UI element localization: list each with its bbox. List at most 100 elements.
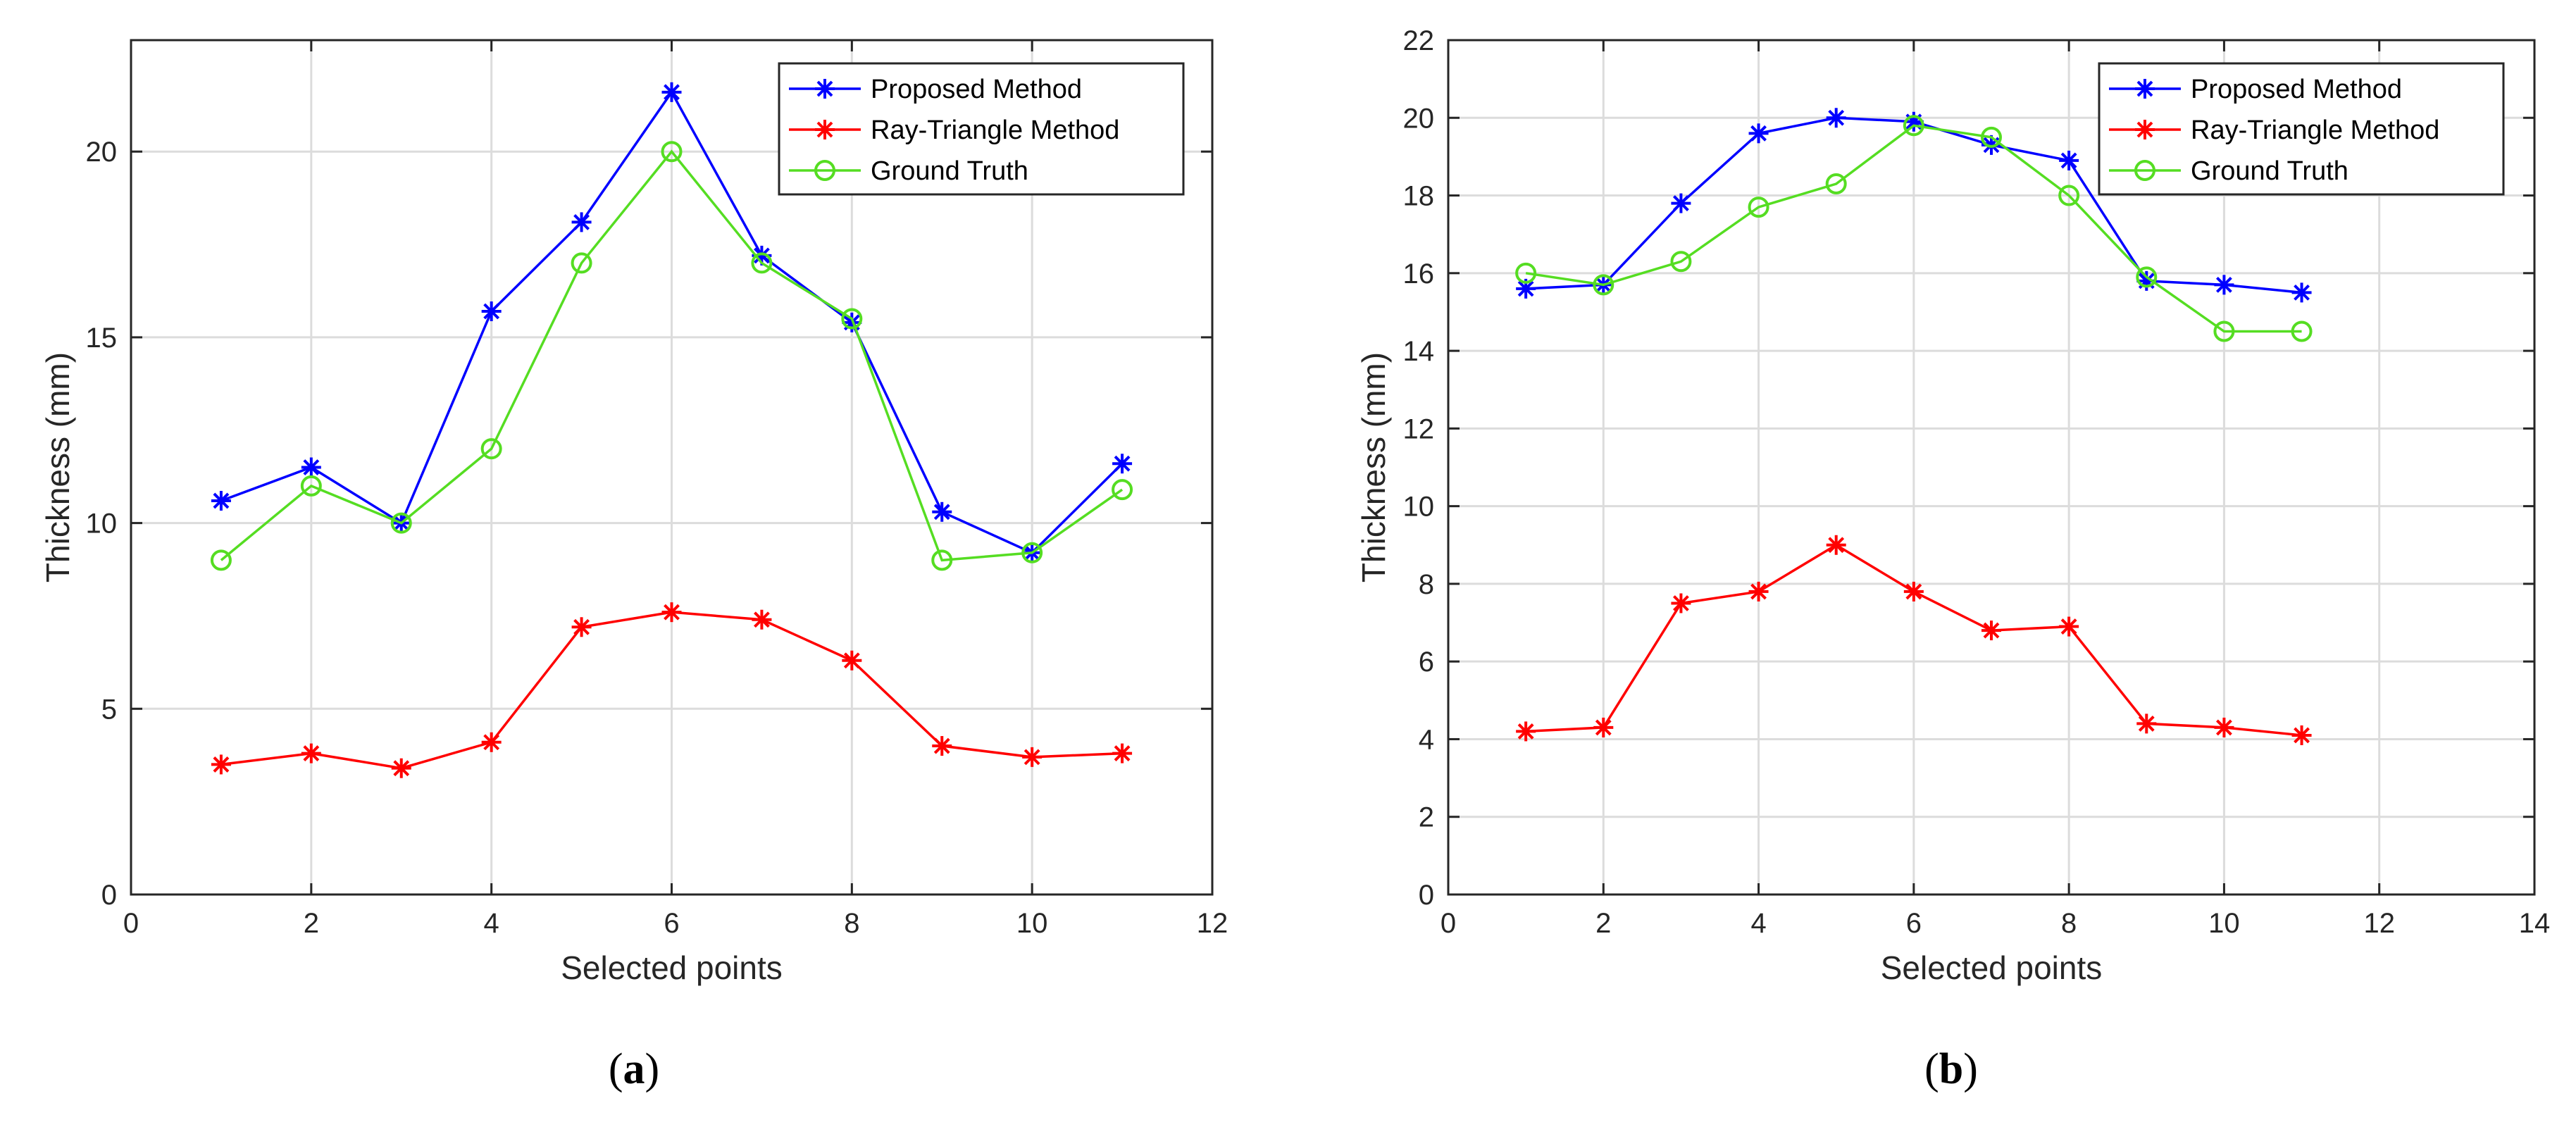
x-axis-title: Selected points (561, 949, 783, 986)
data-point-d2 (303, 459, 320, 475)
data-point-d2 (2294, 284, 2310, 301)
panel-caption: (b) (1924, 1045, 1978, 1093)
legend-marker (815, 120, 835, 139)
data-point (571, 617, 592, 637)
legend-item: Proposed Method (2109, 75, 2402, 104)
data-point (1021, 542, 1043, 563)
ticks (130, 40, 1214, 896)
data-point (301, 743, 321, 763)
data-point (1826, 535, 1846, 555)
data-point (661, 141, 683, 163)
data-point-d2 (664, 604, 680, 621)
series-line (1525, 124, 2302, 333)
data-point (1826, 108, 1846, 128)
data-point-d2 (2138, 715, 2155, 732)
legend-marker-d2 (2136, 121, 2153, 138)
y-tick-label: 20 (86, 137, 118, 168)
legend-marker (2135, 120, 2155, 139)
x-tick-label: 6 (1906, 908, 1922, 939)
y-tick-label: 20 (1403, 103, 1435, 134)
y-tick-label: 12 (1403, 413, 1435, 444)
legend: Proposed Method Ray-Triangle Method Ground… (2098, 62, 2505, 196)
data-point-d2 (483, 734, 500, 751)
caption-open: ( (1924, 1045, 1939, 1093)
data-point-d2 (1828, 109, 1845, 126)
caption-open: ( (609, 1045, 623, 1093)
data-point (1748, 197, 1769, 218)
caption-letter: a (623, 1045, 645, 1093)
y-tick-label: 2 (1419, 802, 1434, 833)
legend-marker (2134, 160, 2155, 181)
x-tick-label: 0 (123, 908, 139, 939)
data-point (571, 212, 592, 232)
data-point-d2 (1828, 537, 1845, 554)
data-point (1903, 115, 1924, 137)
data-point-d2 (1023, 749, 1040, 766)
data-point (932, 501, 952, 522)
series-ground-truth (1515, 115, 2313, 342)
data-point (1748, 123, 1769, 144)
data-point (1981, 126, 2002, 148)
data-point-d2 (213, 492, 230, 509)
data-point (1671, 193, 1691, 213)
x-tick-label: 10 (1016, 908, 1048, 939)
chart-b: 0 2 4 6 8 10 12 14 0 2 4 6 8 10 12 14 16 18 20 22 Selected p… (1355, 25, 2550, 1093)
data-point-d2 (1114, 455, 1131, 472)
caption-letter: b (1939, 1045, 1963, 1093)
legend-item: Ground Truth (2109, 156, 2348, 186)
data-point (2291, 320, 2313, 342)
legend-label: Ground Truth (871, 156, 1028, 186)
data-point (1022, 747, 1043, 767)
data-point (1593, 274, 1614, 296)
y-tick-label: 10 (86, 509, 118, 540)
data-point (1903, 581, 1924, 601)
data-point (1748, 581, 1769, 601)
data-point-d2 (933, 737, 950, 754)
chart-a: 0 2 4 6 8 10 12 0 5 10 15 20 Selected points Thicknes… (39, 39, 1228, 1093)
data-point (480, 438, 502, 460)
x-tick-label: 10 (2208, 908, 2240, 939)
data-point (481, 732, 502, 752)
series-ray-triangle-method (211, 602, 1133, 778)
legend-marker-d2 (816, 80, 833, 97)
data-point (932, 736, 952, 756)
legend-item: Proposed Method (789, 75, 1082, 104)
y-tick-label: 22 (1403, 25, 1435, 56)
data-point (661, 82, 682, 102)
data-point-d2 (213, 756, 230, 773)
legend-label: Ray-Triangle Method (2191, 116, 2439, 145)
data-point (2058, 185, 2080, 206)
legend-marker (814, 160, 835, 181)
legend-label: Ground Truth (2191, 156, 2348, 186)
data-point (211, 490, 231, 511)
data-point (1671, 593, 1691, 613)
data-point (2291, 282, 2312, 303)
data-point (390, 512, 412, 534)
data-point (211, 754, 231, 775)
data-point-d2 (2294, 727, 2310, 744)
x-tick-label: 8 (2061, 908, 2077, 939)
series-ground-truth (210, 141, 1133, 571)
data-point-d2 (1517, 280, 1534, 297)
data-point-d2 (2216, 719, 2232, 736)
data-point (571, 252, 592, 274)
legend-item: Ground Truth (789, 156, 1028, 186)
data-point (841, 308, 863, 330)
y-tick-label: 15 (86, 323, 118, 354)
x-tick-label: 12 (2363, 908, 2395, 939)
data-point-d2 (2060, 152, 2077, 169)
data-point-d2 (2216, 276, 2232, 293)
panel-caption: (a) (609, 1045, 659, 1093)
data-point (752, 609, 772, 630)
x-tick-label: 4 (484, 908, 499, 939)
x-tick-label: 6 (664, 908, 679, 939)
legend-marker-d2 (2136, 80, 2153, 97)
x-tick-label: 12 (1197, 908, 1228, 939)
data-point-d2 (933, 504, 950, 521)
data-point (1515, 262, 1537, 284)
y-tick-label: 8 (1419, 569, 1434, 600)
data-point (931, 549, 953, 571)
data-point (301, 457, 321, 478)
data-point (2059, 616, 2079, 637)
